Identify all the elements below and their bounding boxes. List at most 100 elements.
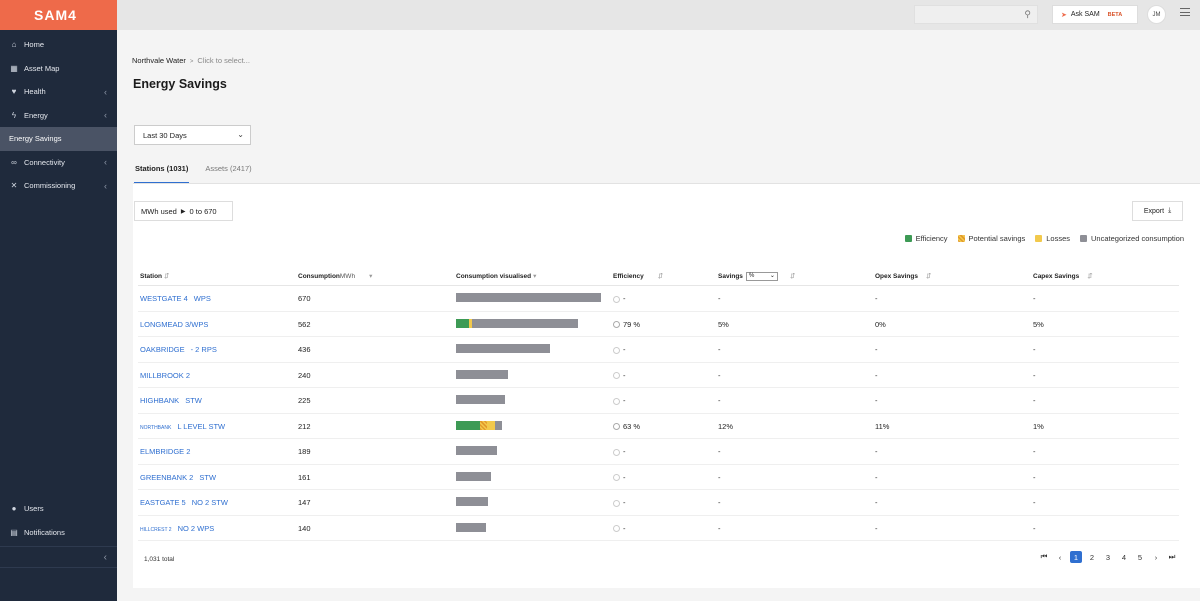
station-link[interactable]: WESTGATE 4 WPS: [140, 294, 211, 303]
table-row[interactable]: NORTHBANK L LEVEL STW 212 63 % 12% 11% 1%: [138, 414, 1179, 439]
sidebar-item-commissioning[interactable]: ✕ Commissioning ‹: [0, 174, 117, 198]
efficiency-value: 63 %: [623, 421, 641, 431]
table-row[interactable]: ELMBRIDGE 2 189 - - - -: [138, 439, 1179, 465]
tabs-divider: [133, 183, 1200, 184]
breadcrumb-root[interactable]: Northvale Water: [132, 56, 186, 65]
uncategorized-segment: [456, 344, 551, 353]
uncategorized-segment: [456, 446, 497, 455]
next-page-icon[interactable]: ›: [1154, 552, 1158, 562]
sidebar-item-health[interactable]: ♥ Health ‹: [0, 80, 117, 104]
efficiency-gauge-icon: [613, 321, 620, 329]
sidebar-item-energy-savings[interactable]: Energy Savings: [0, 127, 117, 151]
chevron-left-icon: ‹: [104, 110, 107, 121]
app-logo[interactable]: SAM4: [34, 7, 77, 23]
header-consumption-visualised[interactable]: Consumption visualised ▾: [456, 273, 537, 280]
avatar[interactable]: JM: [1147, 5, 1166, 24]
station-link[interactable]: HIGHBANK STW: [140, 396, 202, 405]
table-row[interactable]: MILLBROOK 2 240 - - - -: [138, 363, 1179, 388]
page-button[interactable]: 1: [1070, 551, 1082, 563]
sidebar-item-energy[interactable]: ϟ Energy ‹: [0, 104, 117, 128]
table-row[interactable]: HILLCREST 2 NO 2 WPS 140 - - - -: [138, 516, 1179, 541]
logo-bar: SAM4: [0, 0, 117, 30]
header-consumption[interactable]: ConsumptionMWh ▾: [298, 273, 373, 280]
savings-unit-select[interactable]: % ⌄: [745, 272, 778, 281]
station-suffix: STW: [185, 396, 202, 405]
chevron-left-icon: ‹: [104, 86, 107, 97]
breadcrumb-select[interactable]: Click to select...: [197, 56, 250, 65]
header-opex-savings[interactable]: Opex Savings ⇵: [875, 273, 932, 280]
ask-sam-label: Ask SAM: [1070, 11, 1100, 18]
ask-sam-button[interactable]: ➤ Ask SAM BETA: [1052, 5, 1138, 24]
efficiency-cell: -: [613, 498, 626, 507]
uncategorized-segment: [456, 522, 487, 532]
header-capex-savings[interactable]: Capex Savings ⇵: [1033, 273, 1093, 280]
page-button[interactable]: 5: [1137, 552, 1143, 562]
station-suffix: NO 2 STW: [191, 498, 228, 507]
station-name: ELMBRIDGE 2: [140, 447, 191, 456]
table-row[interactable]: OAKBRIDGE - 2 RPS 436 - - - -: [138, 337, 1179, 363]
savings-value: -: [718, 370, 721, 380]
station-link[interactable]: EASTGATE 5 NO 2 STW: [140, 498, 228, 507]
search-input[interactable]: ⚲: [914, 5, 1038, 24]
efficiency-cell: -: [613, 371, 626, 380]
first-page-icon[interactable]: ⏮: [1040, 552, 1048, 561]
sidebar-item-notifications[interactable]: ▤ Notifications: [0, 521, 117, 545]
station-name: OAKBRIDGE: [140, 345, 185, 354]
table-row[interactable]: EASTGATE 5 NO 2 STW 147 - - - -: [138, 490, 1179, 516]
mwh-filter-chip[interactable]: MWh used ▶ 0 to 670: [134, 201, 233, 221]
header-efficiency[interactable]: Efficiency ⇵: [613, 273, 664, 280]
station-name: LONGMEAD 3/WPS: [140, 319, 209, 329]
opex-value: -: [875, 345, 878, 354]
station-link[interactable]: HILLCREST 2 NO 2 WPS: [140, 524, 214, 533]
efficiency-gauge-icon: [613, 474, 620, 482]
table-row[interactable]: WESTGATE 4 WPS 670 - - - -: [138, 286, 1179, 312]
sidebar-item-label: Connectivity: [24, 157, 65, 167]
legend-swatch: [1080, 235, 1088, 242]
opex-value: -: [875, 523, 878, 533]
opex-value: -: [875, 447, 878, 456]
losses-segment: [469, 318, 472, 328]
main-content: Northvale Water > Click to select... Energ…: [117, 30, 1200, 601]
sidebar-item-connectivity[interactable]: ∞ Connectivity ‹: [0, 151, 117, 175]
table-row[interactable]: LONGMEAD 3/WPS 562 79 % 5% 0% 5%: [138, 312, 1179, 337]
uncategorized-segment: [456, 497, 488, 506]
sidebar-item-label: Users: [24, 504, 44, 514]
export-button[interactable]: Export ⤓: [1132, 201, 1183, 221]
consumption-bar: [456, 471, 491, 481]
capex-value: -: [1033, 345, 1036, 354]
header-savings[interactable]: Savings% ⌄ ⇵: [718, 272, 796, 281]
header-station[interactable]: Station ⇵: [140, 273, 170, 280]
sidebar-item-asset-map[interactable]: ▦ Asset Map: [0, 57, 117, 81]
efficiency-gauge-icon: [613, 448, 620, 456]
station-link[interactable]: MILLBROOK 2: [140, 371, 190, 380]
tab-assets[interactable]: Assets (2417): [205, 164, 252, 173]
efficiency-gauge-icon: [613, 525, 620, 533]
date-range-select[interactable]: Last 30 Days ⌄: [134, 125, 251, 145]
sidebar-item-home[interactable]: ⌂ Home: [0, 33, 117, 57]
capex-value: 1%: [1033, 421, 1044, 431]
table-row[interactable]: GREENBANK 2 STW 161 - - - -: [138, 465, 1179, 490]
savings-value: -: [718, 523, 721, 533]
sidebar-item-users[interactable]: ● Users: [0, 497, 117, 521]
station-link[interactable]: LONGMEAD 3/WPS: [140, 320, 208, 329]
tab-stations[interactable]: Stations (1031): [134, 164, 190, 184]
station-link[interactable]: ELMBRIDGE 2: [140, 447, 190, 456]
station-link[interactable]: OAKBRIDGE - 2 RPS: [140, 345, 217, 354]
total-count: 1,031 total: [144, 556, 175, 563]
last-page-icon[interactable]: ⏭: [1168, 552, 1176, 561]
sidebar-collapse-button[interactable]: ‹: [0, 546, 117, 568]
page-button[interactable]: 4: [1121, 552, 1127, 562]
efficiency-segment: [456, 420, 481, 430]
hamburger-menu-icon[interactable]: [1180, 8, 1190, 18]
station-suffix: STW: [199, 472, 217, 482]
prev-page-icon[interactable]: ‹: [1058, 552, 1062, 562]
consumption-bar: [456, 446, 497, 455]
station-link[interactable]: NORTHBANK L LEVEL STW: [140, 422, 225, 431]
consumption-bar: [456, 497, 488, 506]
station-suffix: NO 2 WPS: [177, 523, 215, 533]
efficiency-value: -: [623, 498, 626, 507]
station-link[interactable]: GREENBANK 2 STW: [140, 473, 216, 482]
table-row[interactable]: HIGHBANK STW 225 - - - -: [138, 388, 1179, 414]
page-button[interactable]: 3: [1105, 552, 1111, 562]
page-button[interactable]: 2: [1089, 552, 1095, 562]
